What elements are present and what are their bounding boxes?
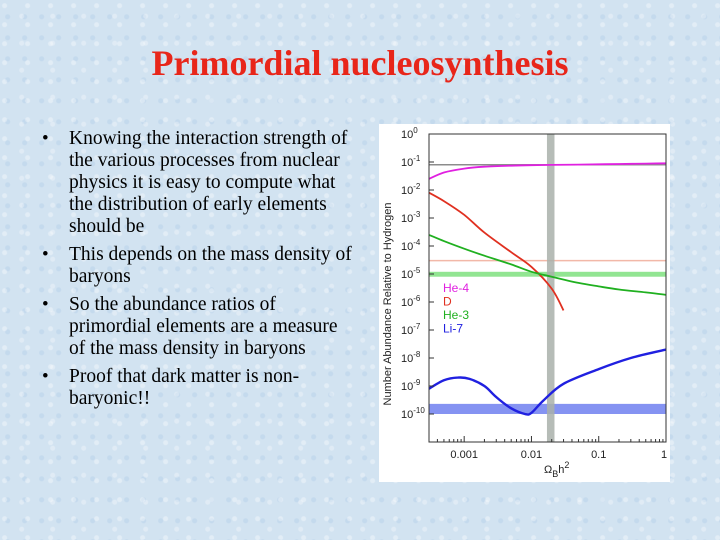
y-axis-label: Number Abundance Relative to Hydrogen bbox=[382, 202, 394, 405]
y-tick-label: 10-4 bbox=[401, 238, 421, 253]
series-line-he-3 bbox=[428, 234, 667, 296]
y-tick-label: 10-7 bbox=[401, 322, 421, 337]
y-tick-base: 10 bbox=[401, 269, 413, 281]
y-tick-label: 10-1 bbox=[401, 154, 421, 169]
legend-item-d: D bbox=[443, 295, 452, 309]
bullet-list: Knowing the interaction strength of the … bbox=[40, 128, 355, 416]
series-line-he-4 bbox=[428, 162, 667, 180]
x-tick-label: 1 bbox=[661, 449, 667, 461]
y-tick-base: 10 bbox=[401, 241, 413, 253]
y-axis-ticks: 10010-110-210-310-410-510-610-710-810-91… bbox=[401, 126, 434, 421]
y-tick-exponent: -1 bbox=[413, 154, 421, 163]
y-tick-label: 10-6 bbox=[401, 294, 421, 309]
plot-frame bbox=[428, 133, 667, 443]
y-tick-label: 10-9 bbox=[401, 378, 421, 393]
y-tick-base: 10 bbox=[401, 353, 413, 365]
y-tick-base: 10 bbox=[401, 129, 413, 141]
y-tick-base: 10 bbox=[401, 157, 413, 169]
series-line-li-7 bbox=[428, 348, 667, 416]
y-tick-label: 10-3 bbox=[401, 210, 421, 225]
chart-svg: 10010-110-210-310-410-510-610-710-810-91… bbox=[382, 126, 667, 479]
x-tick-label: 0.1 bbox=[591, 449, 606, 461]
bullet-item: This depends on the mass density of bary… bbox=[40, 244, 355, 288]
abundance-chart: 100 10-1 10-2 10-3 10-4 10-5 10-6 10-7 10-8 10-9 1… bbox=[379, 124, 670, 482]
y-tick-label: 100 bbox=[401, 126, 418, 141]
x-axis-label-sup: 2 bbox=[564, 460, 569, 470]
slide-title: Primordial nucleosynthesis bbox=[151, 43, 569, 83]
x-tick-label: 0.01 bbox=[521, 449, 542, 461]
x-tick-label: 0.001 bbox=[450, 449, 478, 461]
y-tick-label: 10-5 bbox=[401, 266, 421, 281]
y-tick-exponent: 0 bbox=[413, 126, 418, 135]
y-tick-exponent: -7 bbox=[413, 322, 421, 331]
x-axis-label: ΩBh2 bbox=[544, 460, 569, 479]
y-tick-exponent: -8 bbox=[413, 350, 421, 359]
y-tick-exponent: -6 bbox=[413, 294, 421, 303]
x-axis-ticks: 0.001 0.01 0.1 1 bbox=[428, 436, 667, 461]
bullet-item: Knowing the interaction strength of the … bbox=[40, 128, 355, 238]
y-tick-exponent: -9 bbox=[413, 378, 421, 387]
y-tick-base: 10 bbox=[401, 213, 413, 225]
y-tick-label: 10-2 bbox=[401, 182, 421, 197]
bullet-item: So the abundance ratios of primordial el… bbox=[40, 294, 355, 360]
x-axis-label-omega: Ω bbox=[544, 464, 552, 476]
series-group bbox=[428, 162, 667, 416]
legend-item-li-7: Li-7 bbox=[443, 322, 463, 336]
series-line-d bbox=[428, 191, 565, 311]
legend-item-he-3: He-3 bbox=[443, 308, 469, 322]
y-tick-exponent: -3 bbox=[413, 210, 421, 219]
y-tick-exponent: -5 bbox=[413, 266, 421, 275]
y-tick-label: 10-8 bbox=[401, 350, 421, 365]
bullet-item: Proof that dark matter is non-baryonic!! bbox=[40, 366, 355, 410]
x-axis-label-h: h bbox=[558, 464, 564, 476]
y-tick-base: 10 bbox=[401, 381, 413, 393]
y-tick-base: 10 bbox=[401, 297, 413, 309]
y-tick-exponent: -10 bbox=[413, 406, 425, 415]
y-tick-base: 10 bbox=[401, 325, 413, 337]
y-tick-exponent: -4 bbox=[413, 238, 421, 247]
x-axis-label-sub: B bbox=[552, 469, 558, 479]
y-tick-base: 10 bbox=[401, 409, 413, 421]
y-tick-base: 10 bbox=[401, 185, 413, 197]
legend-item-he-4: He-4 bbox=[443, 281, 469, 295]
y-tick-label: 10-10 bbox=[401, 406, 425, 421]
y-tick-exponent: -2 bbox=[413, 182, 421, 191]
